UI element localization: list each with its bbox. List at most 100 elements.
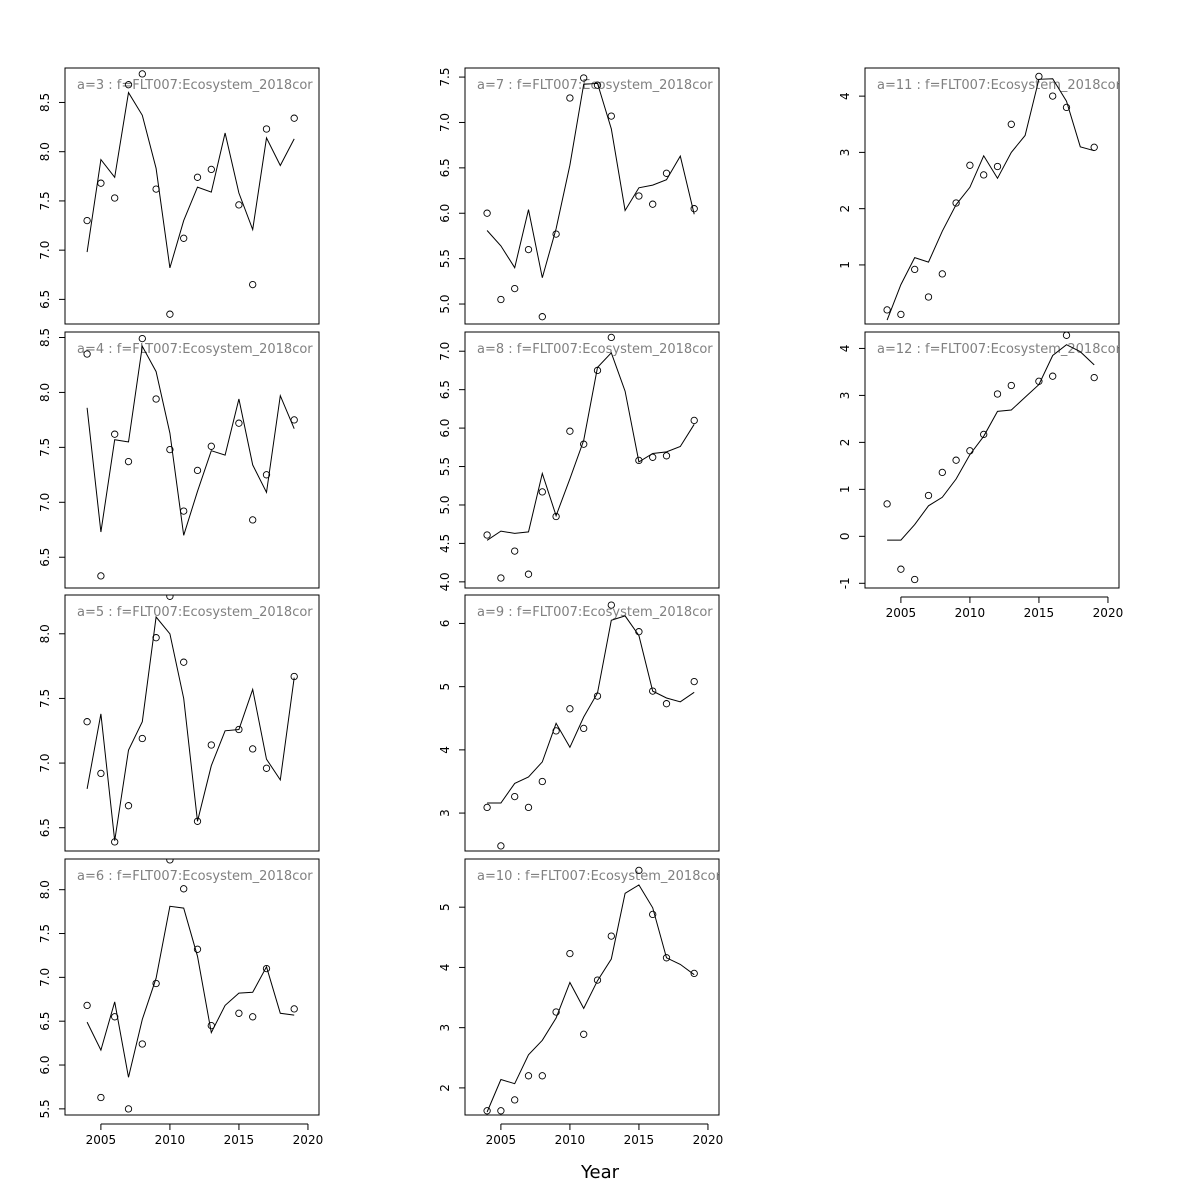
y-tick-label: 5 bbox=[438, 683, 452, 691]
y-tick-label: 3 bbox=[438, 809, 452, 817]
data-point bbox=[897, 565, 905, 573]
y-tick-label: 7.0 bbox=[38, 968, 52, 987]
data-point bbox=[193, 817, 202, 825]
x-tick-label: 2005 bbox=[886, 606, 917, 620]
data-point bbox=[290, 672, 298, 681]
panel-title: a=11 : f=FLT007:Ecosystem_2018cor bbox=[877, 78, 1122, 93]
data-point bbox=[649, 687, 657, 695]
data-point bbox=[138, 334, 146, 343]
panel-frame bbox=[864, 331, 1120, 589]
panel-frame bbox=[64, 331, 320, 589]
panel-7: 3 4 5 6 a=9 : f=FLT007:Ecosystem_2018cor bbox=[438, 594, 720, 852]
y-tick-label: 2 bbox=[438, 1084, 452, 1092]
panel-title: a=9 : f=FLT007:Ecosystem_2018cor bbox=[477, 605, 713, 620]
data-point bbox=[552, 230, 560, 238]
data-point bbox=[552, 512, 560, 521]
y-tick-label: 4 bbox=[438, 964, 452, 972]
data-point bbox=[497, 295, 505, 304]
data-point bbox=[83, 350, 91, 358]
data-point bbox=[497, 1107, 505, 1115]
panel-10: -1 0 1 2 3 4 2005 2010 2015 2020 a=12 : f=FLT007:E… bbox=[838, 331, 1123, 620]
panel-frame bbox=[864, 67, 1120, 325]
x-tick-label: 2010 bbox=[555, 1133, 586, 1147]
data-point bbox=[180, 658, 188, 666]
panel-title: a=12 : f=FLT007:Ecosystem_2018cor bbox=[877, 342, 1122, 357]
data-point bbox=[262, 125, 271, 133]
data-point bbox=[911, 575, 919, 584]
data-point bbox=[193, 173, 202, 181]
data-point bbox=[235, 419, 243, 427]
data-point bbox=[649, 200, 657, 208]
data-point bbox=[538, 488, 546, 496]
x-axis-label: Year bbox=[580, 1162, 620, 1183]
y-tick-label: 5.5 bbox=[438, 249, 452, 268]
data-point bbox=[635, 192, 643, 200]
y-tick-label: 8.0 bbox=[38, 624, 52, 643]
y-tick-label: 2 bbox=[838, 205, 852, 213]
data-point bbox=[166, 310, 174, 318]
data-point bbox=[993, 162, 1002, 171]
data-point bbox=[97, 769, 105, 778]
data-point bbox=[249, 280, 257, 289]
data-point bbox=[497, 842, 505, 850]
data-point bbox=[207, 442, 215, 450]
data-point bbox=[1062, 103, 1071, 112]
data-point bbox=[966, 161, 974, 169]
panel-frame bbox=[464, 858, 720, 1116]
panel-title: a=10 : f=FLT007:Ecosystem_2018cor bbox=[477, 869, 722, 884]
panel-title: a=4 : f=FLT007:Ecosystem_2018cor bbox=[77, 342, 313, 357]
data-point bbox=[166, 859, 174, 864]
y-tick-label: 4 bbox=[838, 92, 852, 100]
data-point bbox=[580, 724, 588, 733]
y-tick-label: 1 bbox=[838, 261, 852, 269]
data-point bbox=[607, 333, 615, 342]
data-point bbox=[980, 171, 988, 179]
y-tick-label: 5.0 bbox=[438, 294, 452, 313]
y-tick-label: 0 bbox=[838, 533, 852, 541]
data-point bbox=[662, 954, 671, 962]
data-point bbox=[138, 734, 146, 743]
x-tick-label: 2015 bbox=[1024, 606, 1055, 620]
panel-plot-area: a=8 : f=FLT007:Ecosystem_2018cor bbox=[477, 333, 713, 582]
y-tick-label: 7.5 bbox=[38, 191, 52, 210]
data-point bbox=[538, 777, 546, 786]
data-point bbox=[111, 430, 119, 438]
panel-plot-area: a=11 : f=FLT007:Ecosystem_2018cor bbox=[877, 72, 1122, 321]
panel-5: 5.0 5.5 6.0 6.5 7.0 7.5 a=7 : f=FLT007:Ecosyst… bbox=[438, 67, 720, 325]
data-point bbox=[524, 803, 533, 812]
y-tick-label: 7.5 bbox=[38, 689, 52, 708]
y-tick-label: 4 bbox=[838, 345, 852, 353]
y-tick-label: 2 bbox=[838, 439, 852, 447]
data-point bbox=[952, 199, 960, 207]
data-point bbox=[180, 885, 188, 893]
data-point bbox=[662, 169, 671, 177]
data-point bbox=[483, 803, 491, 812]
data-point bbox=[690, 677, 698, 686]
data-point bbox=[83, 718, 91, 726]
data-point bbox=[538, 313, 546, 321]
data-point bbox=[883, 500, 891, 508]
data-point bbox=[124, 457, 133, 466]
data-point bbox=[497, 574, 505, 582]
panel-frame bbox=[64, 594, 320, 852]
y-tick-label: 4.0 bbox=[438, 572, 452, 591]
y-tick-label: 6.5 bbox=[38, 818, 52, 837]
data-point bbox=[662, 700, 671, 708]
data-point bbox=[662, 452, 671, 460]
y-tick-label: 7.5 bbox=[38, 438, 52, 457]
data-point bbox=[511, 284, 519, 293]
data-point bbox=[249, 516, 257, 524]
data-point bbox=[83, 216, 91, 225]
data-point bbox=[290, 416, 298, 424]
data-point bbox=[952, 456, 960, 464]
y-tick-label: 3 bbox=[838, 149, 852, 157]
data-point bbox=[924, 491, 933, 500]
panel-2: 6.5 7.0 7.5 8.0 8.5 a=4 : f=FLT007:Ecosystem_… bbox=[38, 328, 320, 589]
data-point bbox=[966, 447, 974, 455]
data-point bbox=[180, 507, 188, 515]
data-point bbox=[483, 209, 491, 217]
data-point bbox=[262, 764, 271, 772]
data-point bbox=[897, 310, 905, 319]
x-tick-label: 2015 bbox=[624, 1133, 655, 1147]
panel-plot-area: a=4 : f=FLT007:Ecosystem_2018cor bbox=[77, 334, 313, 580]
